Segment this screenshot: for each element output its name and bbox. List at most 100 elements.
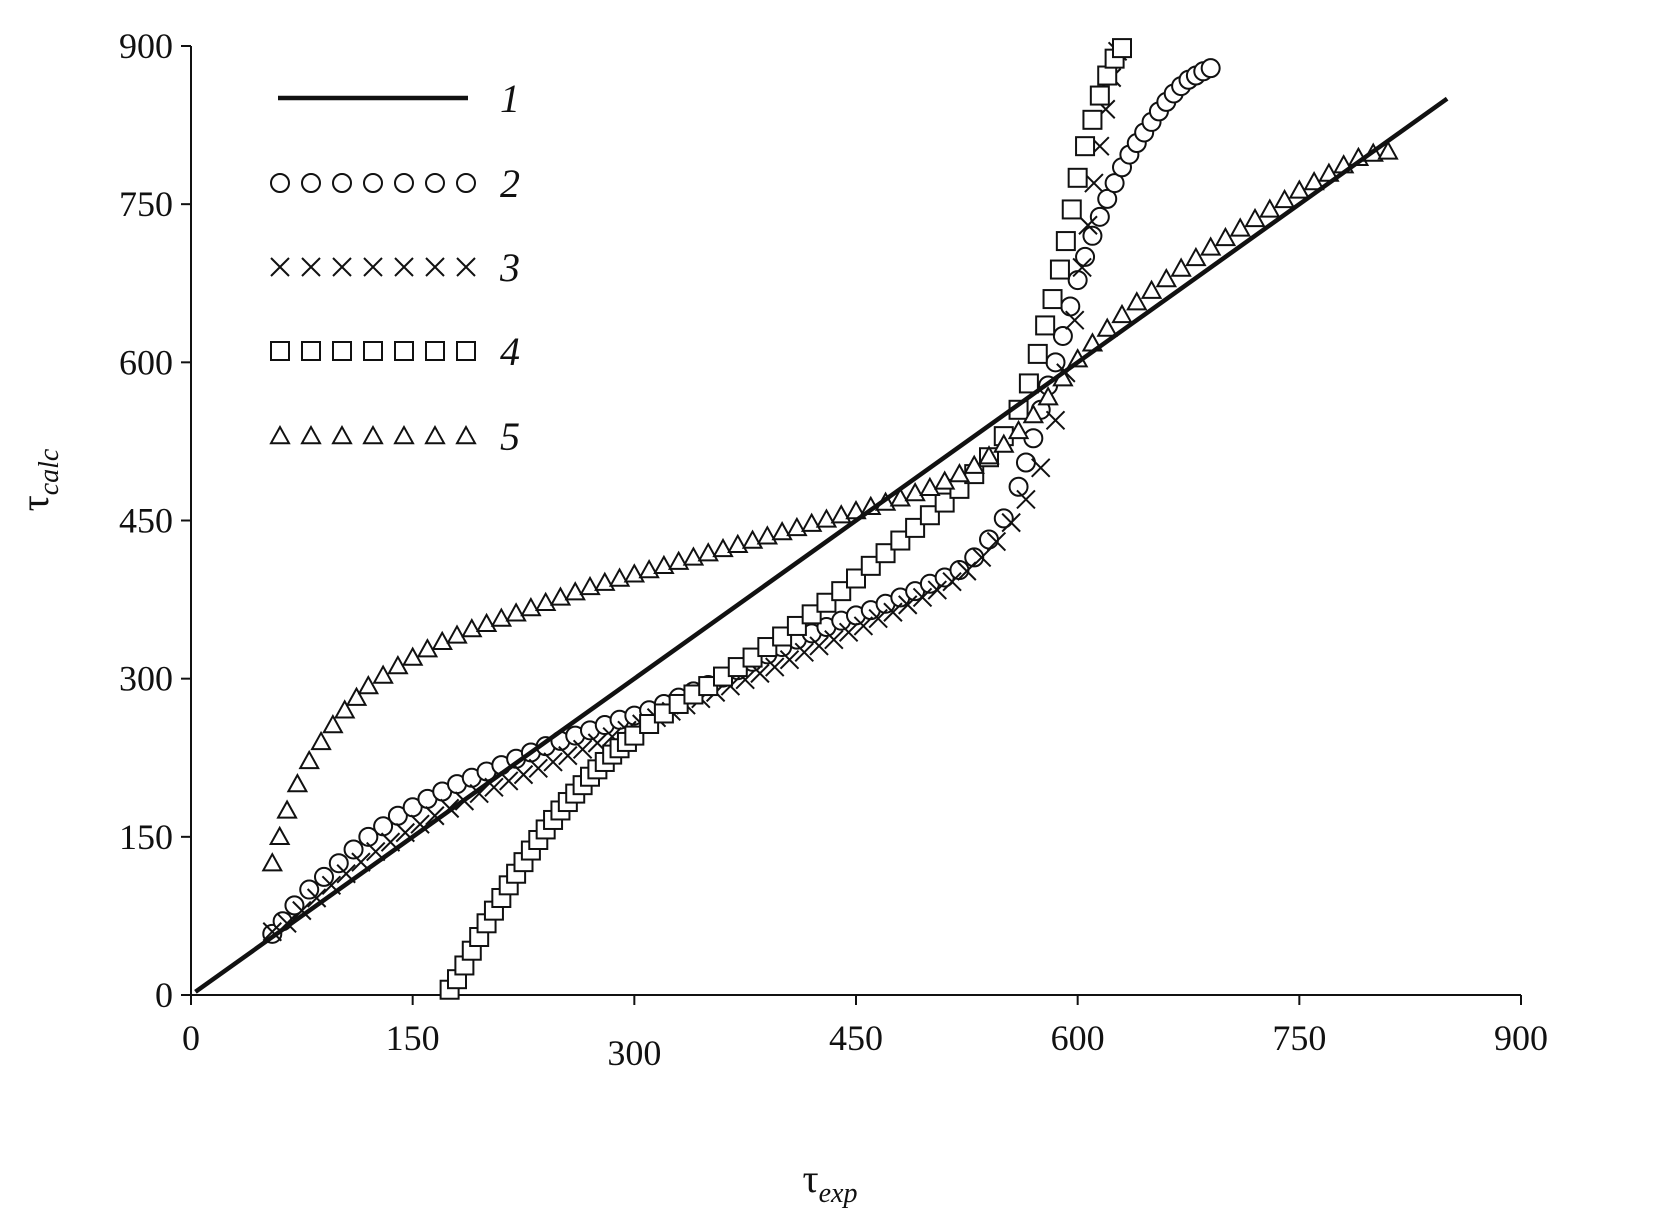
series-3-point bbox=[838, 622, 859, 642]
legend-marker-swatch bbox=[425, 173, 445, 193]
series-3-point bbox=[927, 580, 947, 600]
series-2-point bbox=[1104, 173, 1125, 194]
series-4 bbox=[439, 38, 1132, 1000]
series-4-point bbox=[624, 725, 645, 746]
series-5-point bbox=[357, 674, 380, 695]
series-5-point bbox=[446, 624, 468, 644]
series-5-point bbox=[1155, 267, 1178, 288]
legend-marker-swatch bbox=[301, 257, 321, 277]
series-5-point bbox=[298, 749, 320, 770]
legend-marker-swatch bbox=[331, 424, 353, 445]
series-5-point bbox=[579, 575, 601, 596]
legend-marker-swatch bbox=[269, 424, 291, 445]
series-4-point bbox=[1035, 315, 1056, 336]
x-tick-label: 300 bbox=[607, 1033, 661, 1073]
legend-marker-swatch bbox=[393, 424, 415, 445]
x-tick-label: 0 bbox=[182, 1018, 200, 1058]
series-5-point bbox=[904, 482, 926, 502]
series-5-point bbox=[564, 581, 586, 601]
series-4-point bbox=[816, 592, 837, 613]
legend-marker-swatch bbox=[456, 341, 476, 361]
series-4-point bbox=[1082, 109, 1103, 130]
legend-marker-swatch bbox=[270, 341, 290, 361]
series-3-point bbox=[1016, 489, 1036, 510]
series-4-point bbox=[934, 492, 955, 513]
series-2-point bbox=[1082, 225, 1103, 246]
y-tick-label: 300 bbox=[119, 659, 173, 699]
series-3-point bbox=[779, 649, 800, 670]
x-axis-title-subscript: exp bbox=[819, 1178, 858, 1209]
series-5-point bbox=[1111, 303, 1133, 324]
series-5-point bbox=[1185, 246, 1207, 267]
series-3-point bbox=[1001, 512, 1021, 533]
series-4-point bbox=[1089, 85, 1110, 106]
series-5-point bbox=[727, 533, 749, 553]
series-4-point bbox=[786, 615, 807, 636]
series-5-point bbox=[268, 825, 291, 846]
x-axis-ticks: 0 150 300 450 600 750 900 bbox=[182, 995, 1548, 1073]
series-layer bbox=[194, 38, 1449, 1000]
series-3-point bbox=[572, 739, 593, 760]
series-3-point bbox=[262, 922, 282, 942]
series-5-point bbox=[771, 521, 793, 541]
legend-label: 1 bbox=[500, 76, 520, 121]
series-5-point bbox=[594, 571, 616, 591]
legend-marker-swatch bbox=[363, 173, 383, 193]
legend-marker-swatch bbox=[363, 341, 383, 361]
series-5-point bbox=[276, 799, 298, 819]
series-2-point bbox=[1060, 296, 1081, 317]
series-5-point bbox=[682, 546, 705, 566]
series-5-point bbox=[505, 602, 527, 622]
x-axis-title-main: τ bbox=[803, 1156, 819, 1201]
series-2-point bbox=[1097, 188, 1118, 209]
series-4-point bbox=[1055, 231, 1076, 252]
series-3 bbox=[262, 41, 1128, 942]
series-4-point bbox=[890, 530, 911, 551]
series-5-point bbox=[345, 686, 368, 706]
series-2-point bbox=[1067, 270, 1088, 291]
x-axis-title: τexp bbox=[803, 1156, 858, 1209]
series-4-point bbox=[801, 604, 822, 625]
series-3-point bbox=[528, 758, 548, 779]
series-5-point bbox=[1273, 188, 1296, 209]
series-4-point bbox=[1067, 167, 1088, 188]
series-4-point bbox=[875, 543, 896, 564]
series-4-point bbox=[1061, 199, 1082, 220]
series-5-point bbox=[697, 542, 719, 562]
legend-label: 5 bbox=[500, 414, 520, 459]
series-5-point bbox=[490, 607, 513, 627]
series-3-point bbox=[558, 745, 578, 766]
y-tick-label: 150 bbox=[119, 817, 173, 857]
series-1 bbox=[194, 96, 1449, 994]
series-4-point bbox=[1042, 289, 1063, 310]
y-tick-label: 750 bbox=[119, 184, 173, 224]
series-5-point bbox=[1096, 317, 1118, 337]
series-4-point bbox=[639, 714, 660, 735]
y-tick-label: 900 bbox=[119, 26, 173, 66]
series-4-point bbox=[1097, 65, 1118, 86]
legend-marker-swatch bbox=[270, 257, 290, 277]
legend-marker-swatch bbox=[270, 173, 290, 193]
legend-marker-swatch bbox=[301, 173, 321, 193]
x-tick-label: 750 bbox=[1272, 1018, 1326, 1058]
series-5-point bbox=[1244, 207, 1266, 228]
series-4-point bbox=[1027, 343, 1048, 364]
legend-marker-swatch bbox=[332, 173, 352, 193]
series-5-point bbox=[830, 504, 852, 524]
legend-marker-swatch bbox=[332, 341, 352, 361]
series-3-point bbox=[853, 616, 874, 636]
series-5-point bbox=[372, 664, 394, 684]
series-2-point bbox=[1008, 476, 1029, 497]
series-5-point bbox=[1259, 198, 1281, 218]
series-4-point bbox=[860, 555, 881, 576]
legend-marker-swatch bbox=[425, 341, 445, 361]
series-5-point bbox=[963, 454, 985, 474]
series-3-point bbox=[306, 888, 327, 908]
series-3-point bbox=[1045, 410, 1066, 431]
series-3-point bbox=[543, 752, 563, 772]
y-tick-label: 600 bbox=[119, 342, 173, 382]
series-3-point bbox=[1078, 215, 1098, 235]
legend-label: 3 bbox=[499, 245, 520, 290]
legend-marker-swatch bbox=[363, 257, 383, 277]
